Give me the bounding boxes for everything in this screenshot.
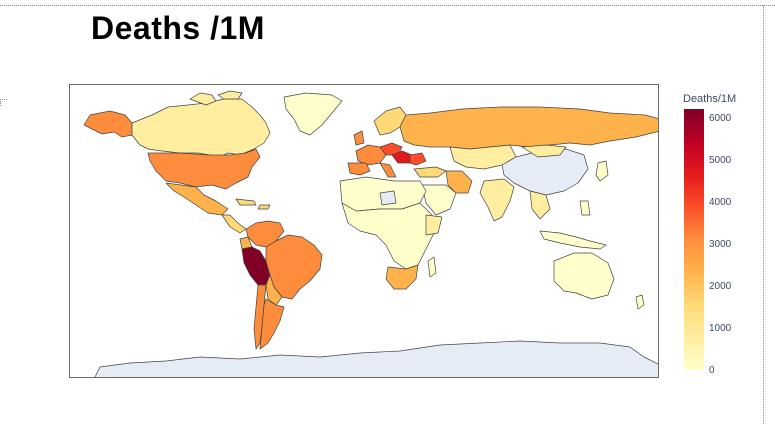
region-iran[interactable] (445, 170, 473, 194)
choropleth-map[interactable] (69, 84, 659, 378)
region-western-europe[interactable] (355, 144, 387, 166)
region-australia[interactable] (553, 252, 615, 300)
region-united-states[interactable] (147, 148, 261, 190)
colorbar-tick-1000: 1000 (709, 323, 732, 334)
colorbar-tick-0: 0 (709, 365, 715, 376)
region-russia[interactable] (399, 106, 659, 150)
region-new-zealand[interactable] (635, 294, 645, 310)
colorbar-tick-2000: 2000 (709, 281, 732, 292)
region-colombia[interactable] (245, 220, 285, 248)
region-mexico[interactable] (165, 182, 229, 216)
page-border-right (763, 5, 764, 424)
colorbar-tick-5000: 5000 (709, 155, 732, 166)
region-chile[interactable] (253, 284, 267, 350)
colorbar-tick-3000: 3000 (709, 239, 732, 250)
region-south-africa[interactable] (385, 264, 419, 290)
world-map-svg[interactable] (70, 85, 659, 378)
region-canada[interactable] (131, 98, 271, 158)
colorbar-tick-4000: 4000 (709, 197, 732, 208)
colorbar-title: Deaths/1M (683, 93, 737, 105)
region-southern-europe[interactable] (347, 162, 397, 178)
region-caribbean[interactable] (235, 198, 271, 210)
page-border-top (0, 5, 775, 6)
page-margin-marker (0, 99, 7, 106)
region-czechia[interactable] (379, 142, 403, 156)
region-indonesia[interactable] (539, 230, 607, 250)
region-east-africa[interactable] (425, 214, 443, 236)
region-alaska[interactable] (83, 110, 133, 138)
region-turkey[interactable] (413, 166, 447, 178)
colorbar-tick-6000: 6000 (709, 113, 732, 124)
region-madagascar[interactable] (427, 256, 437, 278)
region-central-africa[interactable] (341, 202, 435, 270)
region-central-america[interactable] (221, 214, 247, 234)
map-title: Deaths /1M (91, 10, 265, 46)
region-bolivia[interactable] (265, 274, 283, 306)
colorbar-gradient (684, 109, 704, 370)
region-arabia[interactable] (421, 184, 457, 216)
region-bulgaria[interactable] (409, 152, 427, 166)
region-mongolia[interactable] (521, 144, 567, 158)
region-japan[interactable] (595, 160, 609, 182)
region-southeast-asia[interactable] (529, 190, 551, 220)
region-uk[interactable] (353, 130, 365, 146)
region-philippines[interactable] (579, 200, 591, 216)
region-argentina[interactable] (259, 298, 285, 350)
region-india[interactable] (479, 178, 515, 222)
region-antarctica[interactable] (94, 340, 659, 378)
region-greenland[interactable] (283, 92, 343, 136)
region-arctic-islands[interactable] (189, 90, 243, 106)
